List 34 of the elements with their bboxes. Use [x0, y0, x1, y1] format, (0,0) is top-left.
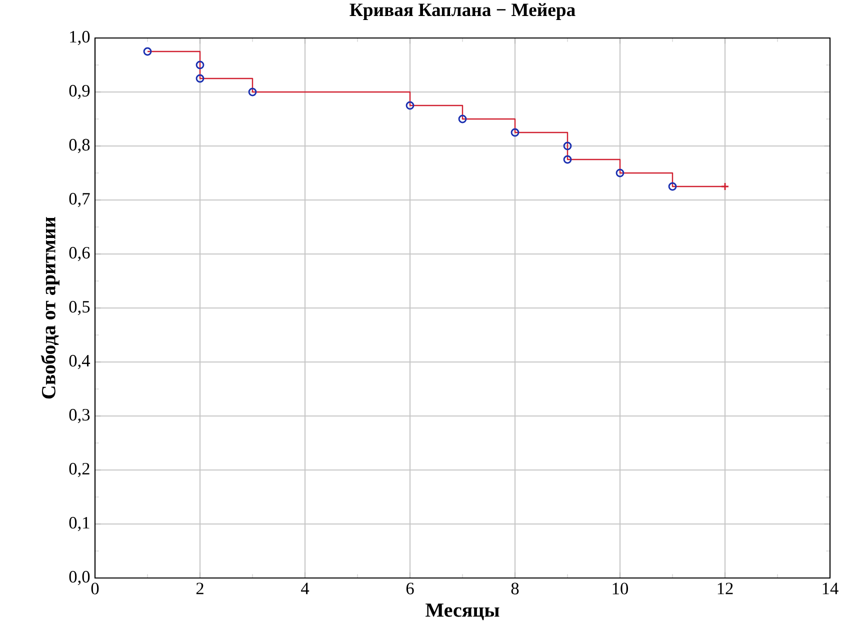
y-axis-title: Свобода от аритмии [40, 217, 60, 399]
point [563, 142, 572, 150]
y-tick-label: 0,0 [69, 570, 90, 586]
x-tick-label: 8 [511, 582, 519, 594]
x-tick-label: 10 [612, 582, 628, 594]
y-tick-label: 0,7 [69, 192, 90, 208]
x-tick-label: 14 [822, 582, 838, 594]
point [406, 101, 414, 110]
y-tick-label: 1,0 [70, 30, 90, 46]
x-tick-label: 4 [301, 582, 310, 594]
y-tick-label: 0,6 [69, 246, 90, 262]
point [720, 182, 730, 191]
x-tick-label: 2 [196, 582, 204, 594]
point [668, 182, 677, 191]
point [143, 47, 152, 56]
x-tick-label: 0 [91, 582, 99, 594]
y-tick-label: 0,9 [69, 84, 90, 100]
chart-title: Кривая Каплана − Мейера [350, 3, 576, 20]
y-tick-label: 0,2 [69, 462, 90, 478]
x-tick-label: 12 [718, 582, 733, 594]
y-tick-label: 0,4 [69, 354, 90, 370]
point [563, 155, 572, 164]
y-tick-label: 0,1 [69, 516, 90, 532]
point [458, 114, 467, 124]
point [248, 88, 257, 96]
point [196, 74, 204, 83]
x-axis-title: Месяцы [426, 604, 500, 620]
x-tick-label: 6 [406, 582, 414, 594]
point [616, 168, 624, 178]
point [196, 60, 204, 70]
point [510, 128, 520, 137]
y-tick-label: 0,5 [69, 300, 90, 316]
y-tick-label: 0,3 [69, 408, 90, 424]
y-tick-label: 0,8 [69, 138, 90, 154]
